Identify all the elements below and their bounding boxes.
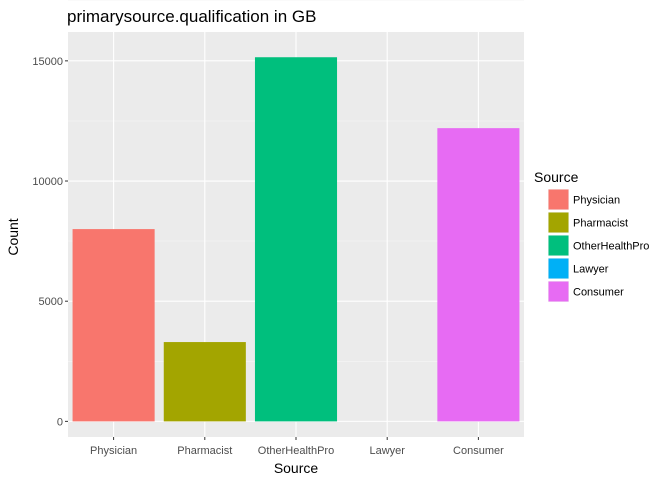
y-tick-label: 0 (57, 416, 63, 428)
y-tick-label: 15000 (32, 56, 63, 68)
x-tick-label: OtherHealthPro (258, 445, 334, 457)
y-tick-label: 10000 (32, 176, 63, 188)
legend-key-physician (548, 189, 569, 210)
x-tick-label: Physician (90, 445, 137, 457)
x-axis-title: Source (274, 460, 319, 476)
legend-key-otherhealthpro (548, 235, 569, 256)
y-axis-title: Count (5, 218, 21, 255)
x-axis: Physician Pharmacist OtherHealthPro Lawyer C… (90, 437, 504, 457)
y-axis: 0 5000 10000 15000 (32, 56, 68, 428)
legend-title: Source (534, 169, 579, 185)
chart-title: primarysource.qualification in GB (67, 7, 316, 26)
legend-key-lawyer (548, 258, 569, 279)
bar-physician (72, 229, 155, 422)
bar-otherhealthpro (254, 57, 338, 422)
bars (72, 57, 520, 422)
bar-pharmacist (163, 342, 246, 422)
legend-label-otherhealthpro: OtherHealthPro (573, 241, 649, 253)
y-tick-label: 5000 (39, 296, 63, 308)
legend-key-pharmacist (548, 212, 569, 233)
x-tick-label: Pharmacist (177, 445, 232, 457)
legend-label-lawyer: Lawyer (573, 264, 609, 276)
legend-label-physician: Physician (573, 195, 620, 207)
x-tick-label: Consumer (453, 445, 504, 457)
legend-label-pharmacist: Pharmacist (573, 218, 628, 230)
legend-key-consumer (548, 281, 569, 302)
legend: Source Physician Pharmacist OtherHealthPro… (534, 169, 649, 302)
bar-consumer (437, 128, 520, 422)
x-tick-label: Lawyer (369, 445, 405, 457)
legend-label-consumer: Consumer (573, 287, 624, 299)
